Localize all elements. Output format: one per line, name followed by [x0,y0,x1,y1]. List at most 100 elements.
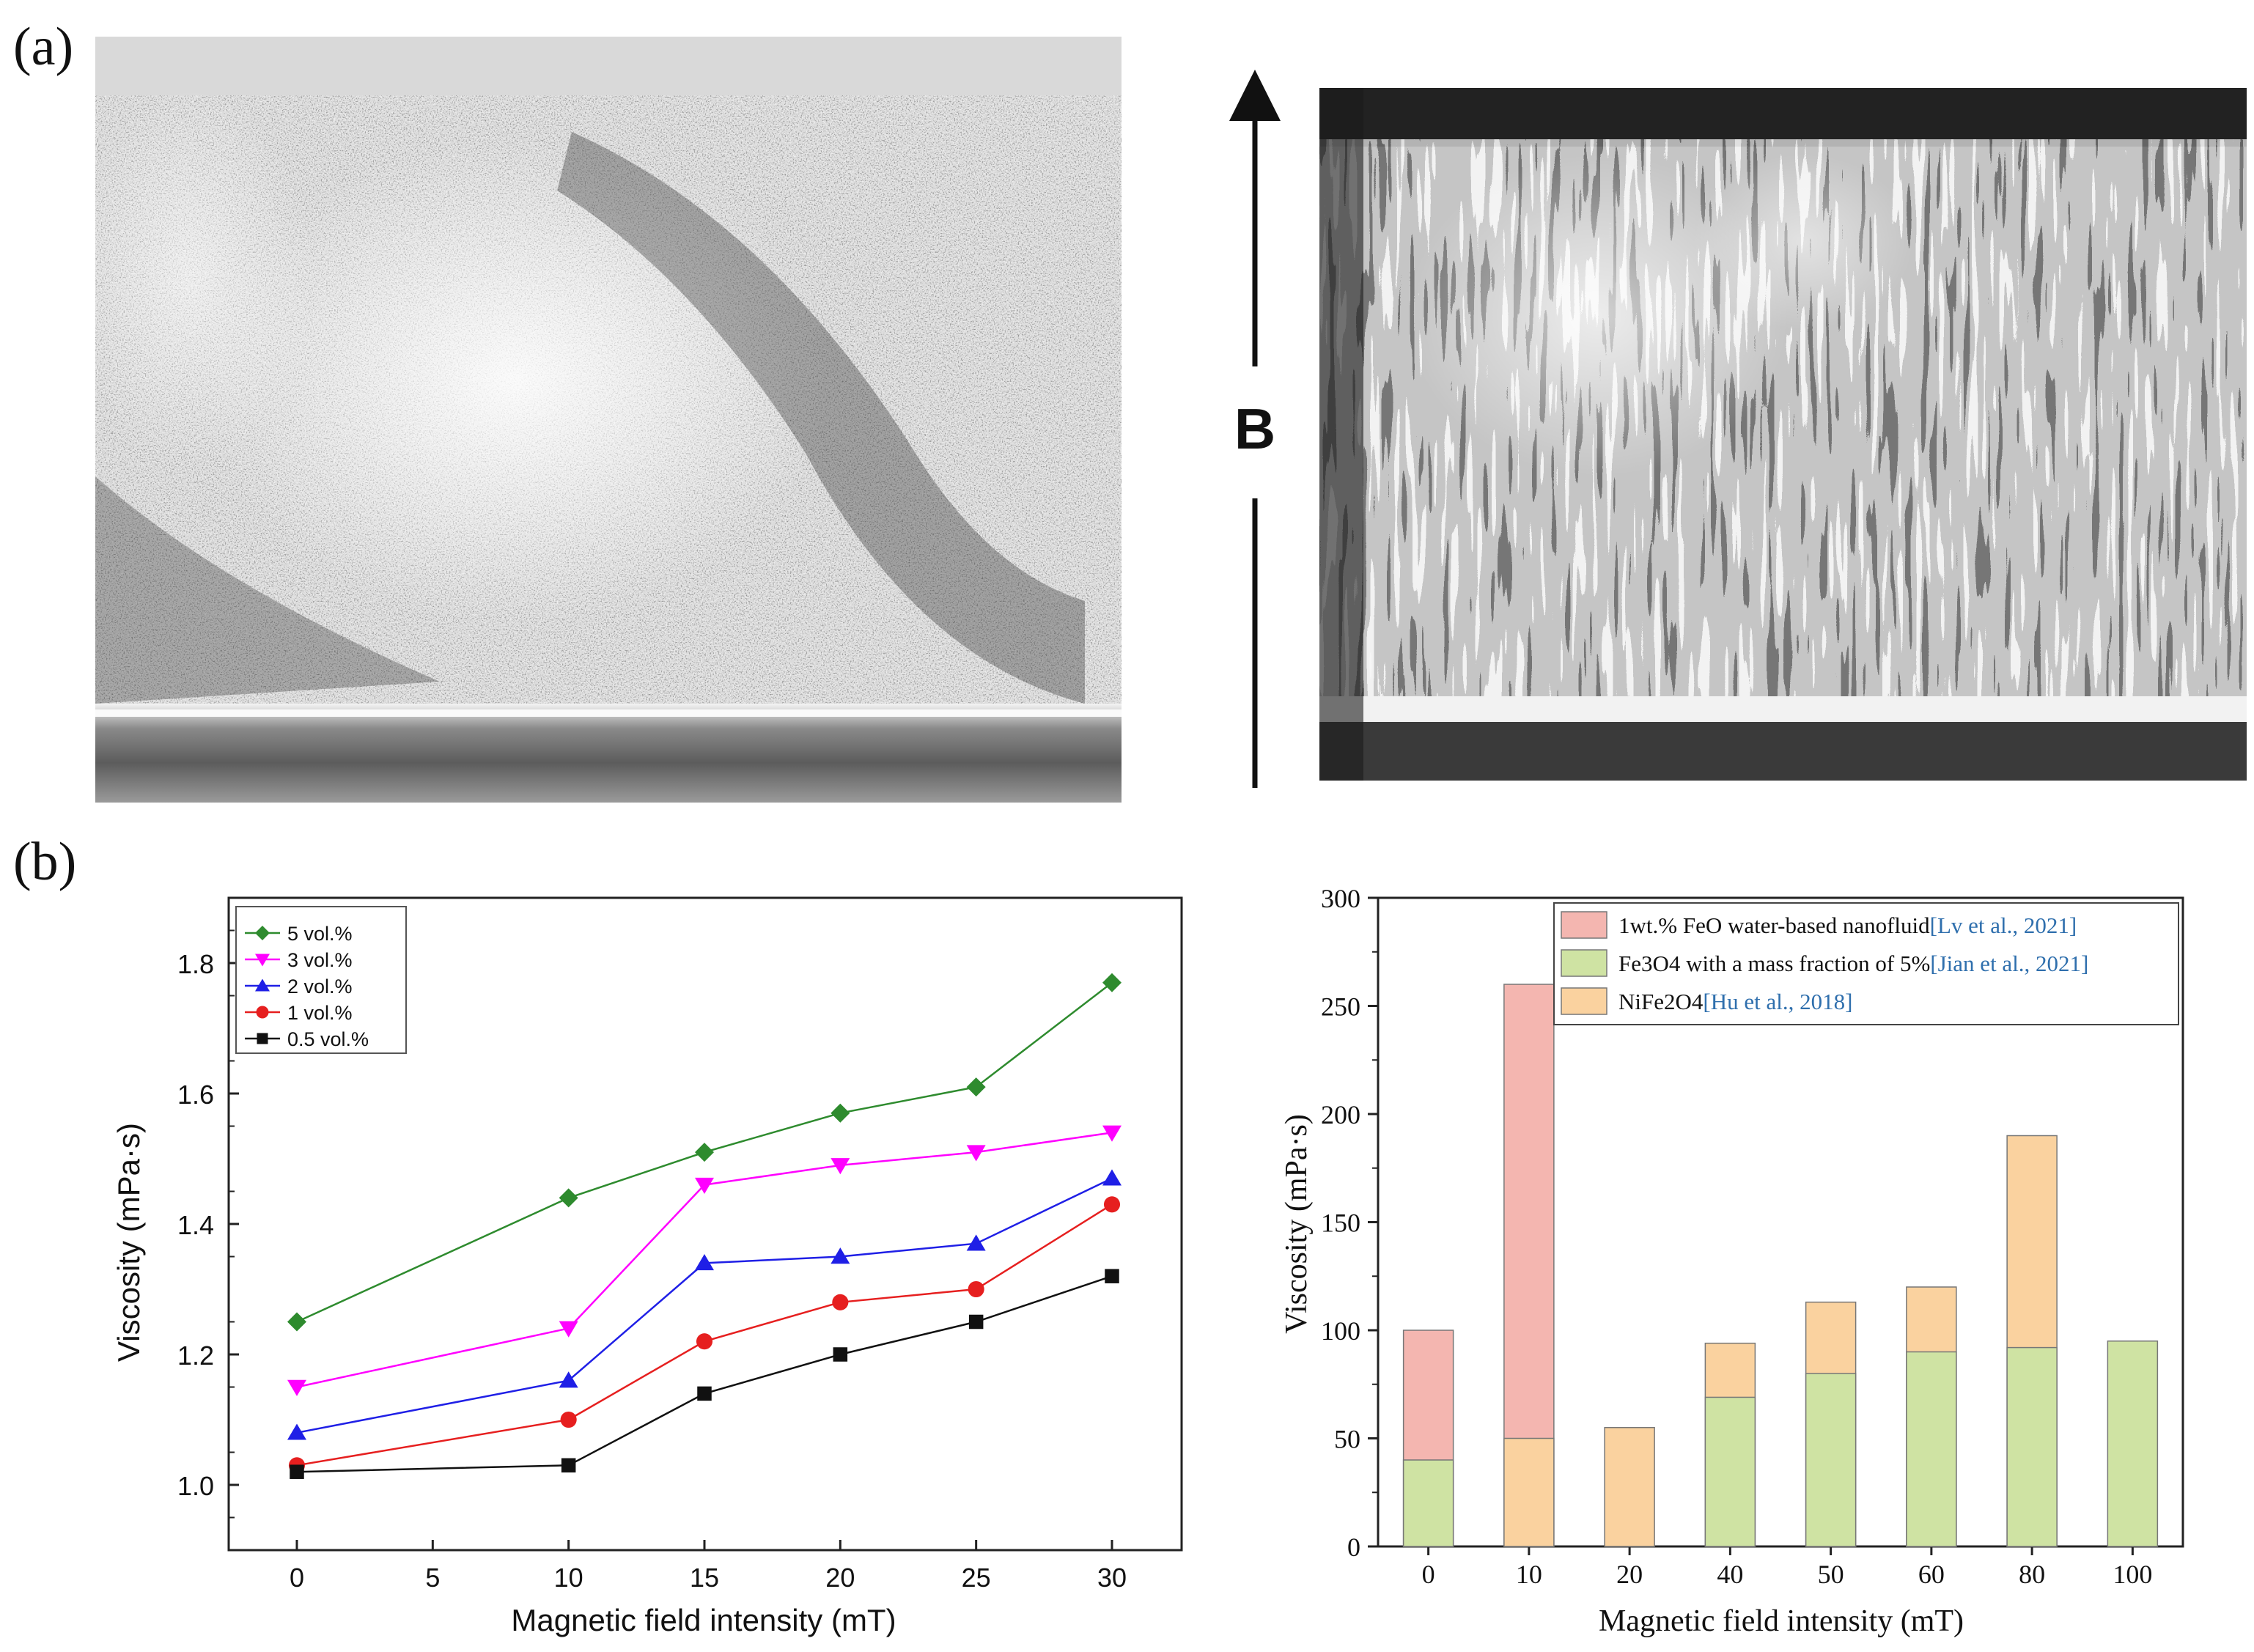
line-point-0-1 [559,1188,578,1208]
line-point-3-3 [832,1294,849,1310]
line-chart-ytick-label: 1.6 [177,1080,214,1110]
bar-1-5 [1906,1351,1957,1547]
line-chart-ytick-label: 1.2 [177,1341,214,1371]
line-series-3 [296,1203,1113,1467]
line-point-0-5 [1102,973,1122,992]
panel-label-b: (b) [13,832,76,892]
bar-legend-label: 1wt.% FeO water-based nanofluid[Lv et al… [1618,912,2077,938]
line-chart-xlabel: Magnetic field intensity (mT) [511,1603,896,1637]
line-chart-xtick-label: 5 [425,1563,440,1593]
line-point-1-3 [830,1158,850,1175]
bar-legend-box [1553,902,2179,1025]
bar-chart-xtick-label: 20 [1616,1560,1643,1589]
bar-legend-ref: [Jian et al., 2021] [1930,951,2088,976]
bar-1-7 [2107,1341,2159,1547]
line-legend-marker [255,954,270,967]
bar-chart-ytick-label: 300 [1321,884,1360,913]
line-legend-marker [256,1006,269,1019]
bar-chart-xtick-label: 40 [1717,1560,1743,1589]
line-chart-xtick-label: 10 [554,1563,583,1593]
line-chart-ytick-label: 1.4 [177,1210,214,1240]
line-point-3-5 [1103,1196,1121,1213]
line-chart-xtick-label: 0 [290,1563,304,1593]
line-legend-label: 2 vol.% [287,976,353,998]
line-chart-xtick-label: 30 [1097,1563,1127,1593]
line-point-2-0 [287,1423,306,1440]
line-chart-xtick-label: 25 [962,1563,991,1593]
bar-chart-ytick-label: 150 [1321,1209,1360,1238]
bar-chart-xtick-label: 50 [1818,1560,1844,1589]
line-point-1-4 [966,1145,986,1162]
line-series-1 [296,1132,1113,1388]
line-point-1-5 [1102,1125,1122,1142]
line-chart-xtick-label: 20 [825,1563,855,1593]
line-chart-xtick-label: 15 [690,1563,719,1593]
bar-chart-ytick-label: 50 [1334,1425,1360,1454]
bar-2-1 [1503,1437,1555,1547]
line-point-2-5 [1102,1169,1122,1186]
line-chart: Magnetic field intensity (mT) Viscosity … [111,896,1183,1637]
bar-legend-label: NiFe2O4[Hu et al., 2018] [1618,989,1852,1014]
line-point-2-1 [559,1371,578,1388]
line-legend-label: 5 vol.% [287,923,353,945]
bar-legend-swatch [1561,949,1607,977]
line-chart-ytick-label: 1.8 [177,949,214,979]
line-point-3-1 [560,1411,577,1428]
line-point-4-2 [697,1386,712,1401]
bar-chart-xtick-label: 100 [2113,1560,2152,1589]
bar-chart-xlabel: Magnetic field intensity (mT) [1599,1604,1964,1638]
field-label: B [1234,397,1275,461]
bar-chart-xtick-label: 60 [1918,1560,1945,1589]
line-legend-label: 1 vol.% [287,1002,353,1024]
line-series-0 [296,981,1113,1323]
bar-chart-xtick-label: 0 [1422,1560,1435,1589]
bar-legend-ref: [Hu et al., 2018] [1703,989,1852,1014]
line-legend-label: 3 vol.% [287,949,353,971]
line-legend-marker [257,1033,268,1044]
line-chart-ytick-label: 1.0 [177,1471,214,1501]
line-point-2-4 [966,1234,986,1251]
line-point-0-4 [966,1077,986,1097]
bar-legend-ref: [Lv et al., 2021] [1930,912,2077,938]
line-point-3-2 [696,1333,713,1350]
line-point-4-5 [1105,1269,1119,1283]
line-point-4-3 [833,1347,848,1362]
line-legend-marker [255,926,270,940]
bar-2-2 [1604,1427,1655,1547]
bar-1-3 [1704,1396,1756,1547]
photo-right-chains: B [1229,70,2247,788]
bar-1-6 [2006,1346,2058,1547]
line-point-2-3 [830,1247,850,1264]
line-point-1-2 [695,1177,714,1194]
bar-chart: Magnetic field intensity (mT) Viscosity … [1280,884,2184,1638]
bar-legend-swatch [1561,911,1607,939]
bar-1-4 [1805,1373,1857,1547]
bar-chart-ytick-label: 200 [1321,1100,1360,1129]
bar-1-0 [1402,1459,1454,1547]
bar-chart-xtick-label: 80 [2019,1560,2045,1589]
bar-chart-xtick-label: 10 [1516,1560,1542,1589]
line-point-4-1 [561,1458,576,1473]
bar-chart-ytick-label: 100 [1321,1316,1360,1346]
bar-legend-label: Fe3O4 with a mass fraction of 5%[Jian et… [1618,951,2088,976]
line-point-2-2 [695,1254,714,1271]
bar-chart-ytick-label: 250 [1321,992,1360,1022]
bar-chart-ylabel: Viscosity (mPa·s) [1280,1114,1314,1334]
line-point-4-4 [968,1314,984,1330]
line-chart-ylabel: Viscosity (mPa·s) [111,1123,146,1362]
line-series-4 [296,1275,1113,1473]
line-legend-marker [255,978,270,992]
line-point-0-2 [695,1143,714,1162]
line-point-0-0 [287,1312,306,1332]
line-point-4-0 [290,1464,304,1479]
line-series-2 [296,1177,1113,1434]
bar-chart-ytick-label: 0 [1347,1533,1360,1562]
line-point-1-1 [559,1321,578,1338]
line-point-1-0 [287,1379,306,1396]
panel-label-a: (a) [13,17,73,77]
photo-left-micrograph [66,37,1122,803]
line-legend-label: 0.5 vol.% [287,1028,369,1050]
bar-legend-swatch [1561,987,1607,1015]
line-point-0-3 [830,1103,850,1123]
